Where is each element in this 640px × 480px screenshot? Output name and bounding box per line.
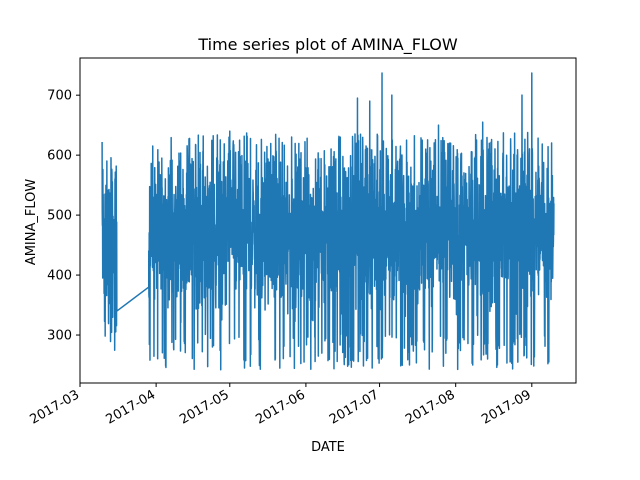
y-tick-label: 300 <box>47 329 72 344</box>
y-tick-label: 500 <box>47 209 72 224</box>
y-tick-label: 700 <box>47 89 72 104</box>
y-tick-label: 400 <box>47 269 72 284</box>
plot-frame <box>79 57 577 384</box>
y-tick-label: 600 <box>47 149 72 164</box>
x-axis-label: DATE <box>311 440 345 455</box>
y-axis-label: AMINA_FLOW <box>24 179 39 266</box>
series-line <box>101 72 555 371</box>
chart-title: Time series plot of AMINA_FLOW <box>197 35 457 55</box>
